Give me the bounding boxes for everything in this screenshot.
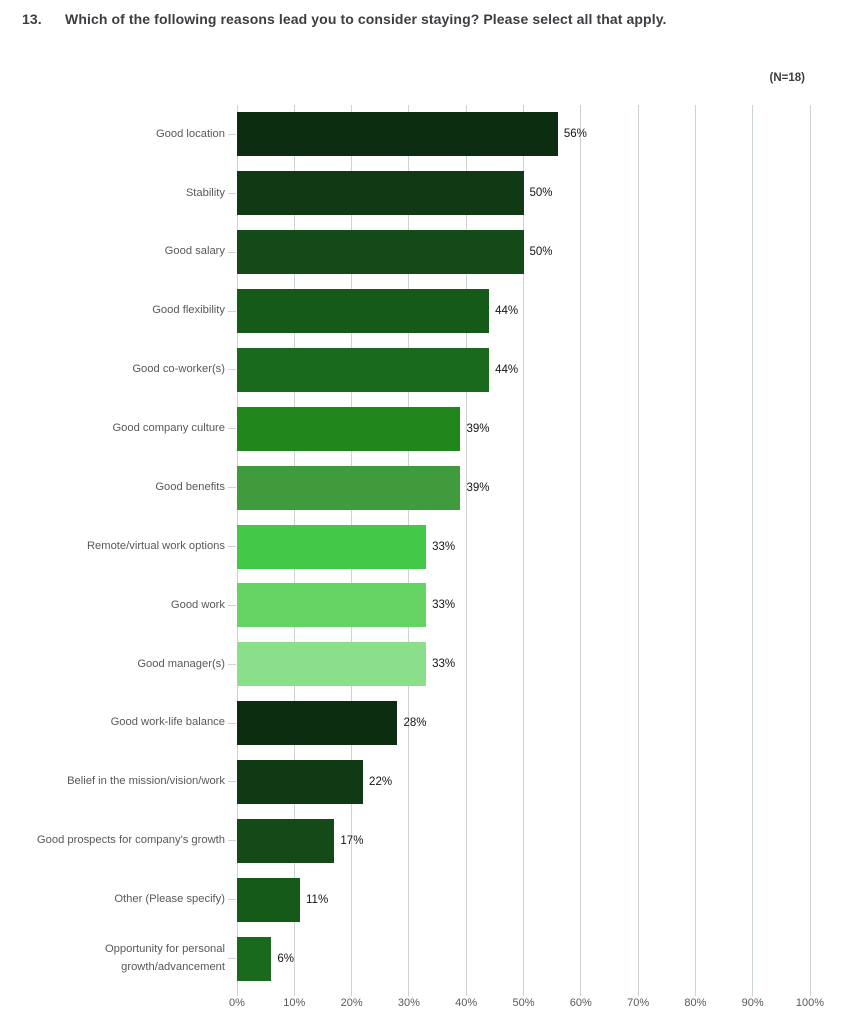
x-axis-tick-label: 40% bbox=[455, 997, 478, 1009]
value-label: 44% bbox=[495, 363, 519, 376]
category-label: Good flexibility bbox=[152, 304, 225, 317]
x-axis-tick-label: 60% bbox=[569, 997, 592, 1009]
value-label: 44% bbox=[495, 305, 519, 318]
bar bbox=[237, 936, 272, 981]
bar bbox=[237, 818, 335, 863]
y-axis-tick bbox=[228, 369, 236, 371]
value-label: 33% bbox=[432, 540, 456, 553]
x-axis-tick bbox=[637, 988, 639, 996]
gridline bbox=[465, 105, 467, 988]
x-axis-tick bbox=[236, 988, 238, 996]
x-axis-tick bbox=[809, 988, 811, 996]
y-axis-tick bbox=[228, 192, 236, 194]
y-axis-tick bbox=[228, 722, 236, 724]
category-label: Stability bbox=[185, 186, 225, 199]
x-axis-tick-label: 70% bbox=[627, 997, 650, 1009]
category-label: Other (Please specify) bbox=[114, 893, 225, 905]
value-label: 50% bbox=[529, 246, 553, 259]
category-label: Good work-life balance bbox=[110, 716, 225, 729]
value-label: 56% bbox=[563, 128, 587, 141]
x-axis-tick-label: 80% bbox=[684, 997, 707, 1009]
x-axis-tick-label: 100% bbox=[795, 997, 825, 1009]
value-label: 6% bbox=[277, 952, 294, 965]
x-axis-tick-label: 90% bbox=[741, 997, 764, 1009]
y-axis-tick bbox=[228, 604, 236, 606]
x-axis-tick bbox=[351, 988, 353, 996]
gridline bbox=[523, 105, 524, 988]
bar bbox=[237, 701, 398, 746]
category-label: Good company culture bbox=[112, 422, 225, 435]
bar bbox=[237, 171, 524, 216]
value-label: 50% bbox=[529, 187, 553, 200]
x-axis-tick-label: 50% bbox=[512, 997, 535, 1009]
bar bbox=[237, 759, 364, 804]
x-axis-tick-label: 20% bbox=[340, 997, 363, 1009]
question-title: Which of the following reasons lead you … bbox=[65, 11, 667, 27]
category-label: Opportunity for personal growth/advancem… bbox=[104, 943, 225, 973]
value-label: 22% bbox=[369, 775, 393, 788]
y-axis-tick bbox=[228, 310, 236, 312]
x-axis-tick bbox=[408, 988, 410, 996]
category-label: Good manager(s) bbox=[137, 657, 225, 670]
x-axis-tick bbox=[293, 988, 295, 996]
y-axis-tick bbox=[228, 663, 236, 665]
gridline bbox=[809, 105, 811, 988]
y-axis-tick bbox=[228, 958, 236, 960]
gridline bbox=[694, 105, 696, 988]
category-label: Belief in the mission/vision/work bbox=[67, 775, 225, 788]
y-axis-tick bbox=[228, 546, 236, 547]
gridline bbox=[752, 105, 754, 988]
y-axis-tick bbox=[228, 487, 236, 489]
value-label: 39% bbox=[466, 422, 490, 435]
category-label: Good salary bbox=[164, 245, 225, 258]
gridline bbox=[580, 105, 582, 988]
bar bbox=[237, 347, 490, 392]
category-label: Good benefits bbox=[155, 480, 225, 493]
x-axis-tick bbox=[694, 988, 696, 996]
bar bbox=[237, 465, 461, 510]
bar bbox=[237, 406, 461, 451]
bar bbox=[237, 642, 427, 687]
x-axis-tick-label: 0% bbox=[229, 997, 245, 1009]
x-axis-tick-label: 30% bbox=[397, 997, 420, 1009]
value-label: 39% bbox=[466, 481, 490, 494]
value-label: 11% bbox=[306, 893, 329, 906]
y-axis-tick bbox=[228, 251, 236, 253]
category-label: Good co-worker(s) bbox=[132, 363, 225, 376]
y-axis-tick bbox=[228, 428, 236, 430]
x-axis-tick bbox=[523, 988, 524, 996]
bar bbox=[237, 230, 524, 275]
category-label: Good prospects for company's growth bbox=[36, 834, 225, 847]
bar bbox=[237, 112, 558, 157]
bar bbox=[237, 289, 490, 334]
value-label: 28% bbox=[403, 717, 427, 730]
x-axis-tick bbox=[752, 988, 754, 996]
value-label: 17% bbox=[340, 834, 364, 847]
category-label: Good work bbox=[170, 598, 225, 611]
bar bbox=[237, 583, 427, 628]
bar bbox=[237, 877, 301, 922]
category-label: Good location bbox=[155, 127, 225, 140]
gridline bbox=[637, 105, 639, 988]
y-axis-tick bbox=[228, 840, 236, 842]
y-axis-tick bbox=[228, 781, 236, 783]
x-axis-tick bbox=[465, 988, 467, 996]
bar bbox=[237, 524, 427, 569]
x-axis-tick-label: 10% bbox=[283, 997, 306, 1009]
question-number: 13. bbox=[22, 11, 42, 27]
x-axis-tick bbox=[580, 988, 582, 996]
value-label: 33% bbox=[432, 658, 456, 671]
y-axis-tick bbox=[228, 133, 236, 135]
value-label: 33% bbox=[432, 599, 456, 612]
sample-size-label: (N=18) bbox=[769, 72, 805, 84]
category-label: Remote/virtual work options bbox=[86, 539, 225, 552]
y-axis-tick bbox=[228, 899, 236, 901]
